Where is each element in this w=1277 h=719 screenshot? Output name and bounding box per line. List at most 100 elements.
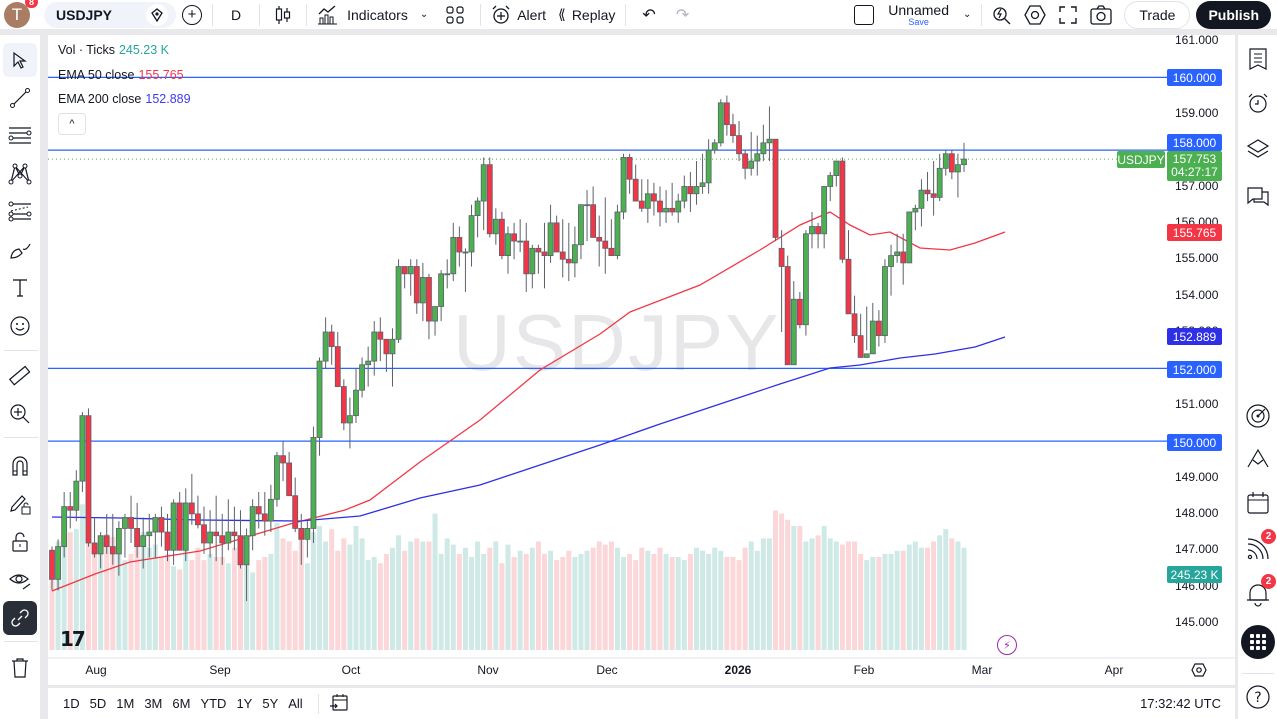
undo-button[interactable]: ↶ <box>630 0 667 31</box>
range-button-5y[interactable]: 5Y <box>262 696 279 711</box>
lightning-event-icon[interactable]: ⚡ <box>997 635 1017 655</box>
publish-button[interactable]: Publish <box>1196 0 1271 29</box>
range-button-1d[interactable]: 1D <box>63 696 80 711</box>
bar-countdown: 04:27:17 <box>1171 165 1218 179</box>
range-button-5d[interactable]: 5D <box>89 696 107 711</box>
divider <box>4 641 38 642</box>
forecast-icon <box>8 201 32 222</box>
chart-type-button[interactable] <box>264 0 302 31</box>
brush-tool[interactable] <box>3 233 37 267</box>
layout-menu-chevron[interactable]: ⌄ <box>957 0 977 31</box>
range-button-3m[interactable]: 3M <box>144 696 163 711</box>
technicals-button[interactable] <box>1242 400 1274 432</box>
chart-settings-button[interactable] <box>1191 663 1207 682</box>
grid-icon <box>446 5 464 24</box>
cursor-tool[interactable] <box>3 43 37 77</box>
object-tree-button[interactable] <box>1242 133 1274 165</box>
ema50-legend[interactable]: EMA 50 close 155.765 <box>58 68 184 82</box>
alerts-panel-button[interactable] <box>1242 87 1274 119</box>
unlock-icon <box>12 532 28 552</box>
collapse-legend-button[interactable]: ^ <box>58 113 86 135</box>
time-tick: 2026 <box>724 663 752 677</box>
divider <box>259 3 261 26</box>
notifications-button[interactable]: 2 <box>1242 574 1276 610</box>
watchlist-button[interactable] <box>1242 43 1274 75</box>
zoom-in-tool[interactable] <box>3 397 37 431</box>
replay-button[interactable]: ⟪ Replay <box>558 6 616 23</box>
trash-icon <box>12 658 28 678</box>
emoji-tool[interactable] <box>3 309 37 343</box>
divider <box>981 3 983 26</box>
forecast-tool[interactable] <box>3 195 37 229</box>
pattern-tool[interactable] <box>3 157 37 191</box>
snapshot-button[interactable] <box>1084 0 1118 31</box>
divider <box>4 437 38 438</box>
text-tool[interactable] <box>3 271 37 305</box>
trend-line-tool[interactable] <box>3 81 37 115</box>
tradingview-logo[interactable]: 17 <box>60 627 86 651</box>
indicators-button[interactable]: Indicators ⌄ <box>311 0 434 31</box>
chart-pane[interactable]: USDJPY Vol · Ticks 245.23 K EMA 50 close 1… <box>48 33 1235 685</box>
lock-drawing-tool[interactable] <box>3 487 37 521</box>
trade-button[interactable]: Trade <box>1124 0 1191 29</box>
chats-button[interactable] <box>1242 181 1274 213</box>
user-avatar[interactable]: T 8 <box>4 0 38 28</box>
square-icon <box>854 4 875 25</box>
fullscreen-button[interactable] <box>1052 0 1084 31</box>
horizontal-lines-icon <box>8 127 32 144</box>
range-button-ytd[interactable]: YTD <box>200 696 227 711</box>
last-price-tag: 157.753 04:27:17 <box>1167 151 1222 181</box>
quick-search-icon <box>993 6 1011 24</box>
layout-name-button[interactable]: Unnamed Save <box>888 1 949 27</box>
notifications-badge: 2 <box>1261 574 1276 589</box>
products-menu-button[interactable] <box>1241 625 1275 659</box>
layout-checkbox[interactable] <box>848 0 880 31</box>
price-tick: 157.000 <box>1175 178 1219 193</box>
divider <box>625 3 627 26</box>
price-line-tag-158: 158.000 <box>1167 134 1222 151</box>
quick-search-button[interactable] <box>986 0 1018 31</box>
ideas-button[interactable] <box>1242 443 1274 475</box>
range-button-6m[interactable]: 6M <box>172 696 191 711</box>
add-symbol-button[interactable]: + <box>176 0 208 31</box>
divider <box>212 3 213 26</box>
magnet-tool[interactable] <box>3 449 37 483</box>
calendar-goto-icon <box>329 694 348 711</box>
layers-icon <box>1246 139 1270 158</box>
symbol-search[interactable]: USDJPY <box>44 1 176 28</box>
price-tick: 151.000 <box>1175 396 1219 411</box>
templates-button[interactable] <box>434 0 476 31</box>
chevron-up-icon: ^ <box>69 118 75 130</box>
divider <box>317 693 319 714</box>
redo-button[interactable]: ↷ <box>668 0 697 31</box>
clock-timezone[interactable]: 17:32:42 UTC <box>1140 696 1221 711</box>
hexagon-settings-icon <box>1191 663 1207 677</box>
lock-all-tool[interactable] <box>3 525 37 559</box>
volume-legend[interactable]: Vol · Ticks 245.23 K <box>58 43 170 57</box>
alert-button[interactable]: Alert <box>485 0 552 31</box>
settings-button[interactable] <box>1018 0 1052 31</box>
range-button-all[interactable]: All <box>288 696 303 711</box>
price-chart[interactable] <box>48 35 1235 685</box>
news-button[interactable]: 2 <box>1242 529 1276 565</box>
symbol-watermark: USDJPY <box>453 298 781 387</box>
help-button[interactable]: ? <box>1242 681 1274 713</box>
plus-icon: + <box>182 4 202 25</box>
hide-tool[interactable] <box>3 563 37 597</box>
sync-drawings-tool[interactable] <box>3 601 37 635</box>
fib-tool[interactable] <box>3 119 37 153</box>
apps-grid-icon <box>1250 634 1266 650</box>
range-button-1y[interactable]: 1Y <box>236 696 253 711</box>
range-button-1m[interactable]: 1M <box>116 696 135 711</box>
compare-symbol-icon[interactable] <box>146 3 168 26</box>
remove-drawings-tool[interactable] <box>3 651 37 685</box>
smiley-icon <box>10 316 30 336</box>
measure-tool[interactable] <box>3 359 37 393</box>
interval-button[interactable]: D <box>231 6 242 23</box>
volume-value-tag: 245.23 K <box>1167 566 1222 583</box>
save-link[interactable]: Save <box>908 16 929 27</box>
calendar-button[interactable] <box>1242 487 1274 519</box>
goto-date-button[interactable] <box>329 692 349 715</box>
chevron-down-icon[interactable]: ⌄ <box>419 9 429 20</box>
ema200-legend[interactable]: EMA 200 close 152.889 <box>58 92 191 106</box>
